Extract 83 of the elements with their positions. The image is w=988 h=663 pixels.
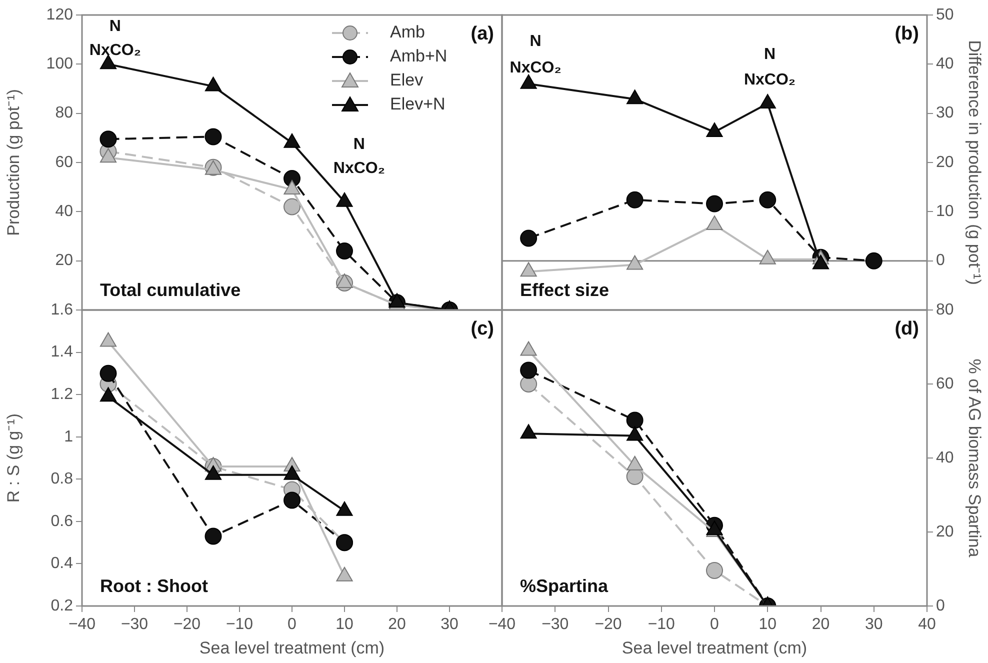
x-axis-title: Sea level treatment (cm) xyxy=(199,638,385,658)
y-tick-label: 120 xyxy=(46,6,74,24)
x-tick-label: −40 xyxy=(488,616,516,634)
x-tick-label: 10 xyxy=(336,616,354,634)
legend-label: Elev+N xyxy=(390,94,446,114)
legend-label: Amb+N xyxy=(390,46,448,66)
y-tick-label: 40 xyxy=(55,203,74,220)
y-tick-label: 80 xyxy=(55,104,74,122)
legend-label: Elev xyxy=(390,70,424,90)
point xyxy=(706,215,723,230)
y-tick-label: 0.2 xyxy=(50,597,74,614)
x-tick-label: 20 xyxy=(812,616,830,634)
y2-tick-label: 0 xyxy=(936,252,945,270)
x-tick-label: −20 xyxy=(594,616,622,634)
annotation: Effect size xyxy=(520,280,610,300)
x-tick-label: 10 xyxy=(758,616,777,634)
y-tick-label: 20 xyxy=(55,252,74,270)
text: (d) xyxy=(894,318,919,340)
point xyxy=(520,262,537,277)
annotation: %Spartina xyxy=(520,576,610,596)
point xyxy=(520,376,538,392)
point xyxy=(626,255,644,270)
annotation: NxCO₂ xyxy=(89,42,141,59)
annotation: N xyxy=(353,136,365,154)
x-tick-label: −30 xyxy=(120,616,148,634)
annotation: NxCO₂ xyxy=(333,160,385,177)
x-tick-label: −30 xyxy=(542,616,569,634)
y-tick-label: 60 xyxy=(55,154,74,171)
y-tick-label: 1.4 xyxy=(50,344,74,361)
annotation: N xyxy=(109,18,121,36)
y2-tick-label: 50 xyxy=(936,6,954,24)
x-tick-label: −40 xyxy=(68,616,96,634)
y2-tick-label: 40 xyxy=(936,56,954,73)
text: (b) xyxy=(894,24,919,45)
text: (c) xyxy=(470,318,494,340)
y2-tick-label: 80 xyxy=(936,301,954,318)
point xyxy=(759,250,776,264)
x-tick-label: −10 xyxy=(648,616,676,634)
x-axis-title: Sea level treatment (cm) xyxy=(622,638,808,658)
y2-axis-title: Difference in production (g pot⁻¹) xyxy=(965,40,984,285)
annotation: Root : Shoot xyxy=(100,576,208,596)
y-tick-label: 100 xyxy=(46,56,74,73)
annotation: NxCO₂ xyxy=(510,60,562,77)
y2-tick-label: 30 xyxy=(936,104,954,122)
y2-tick-label: 20 xyxy=(936,523,954,540)
y2-tick-label: 20 xyxy=(936,154,954,171)
y-axis-title: Production (g pot⁻¹) xyxy=(4,89,23,236)
point xyxy=(706,122,723,138)
x-tick-label: 0 xyxy=(288,616,297,634)
x-tick-label: 0 xyxy=(710,616,720,634)
y-tick-label: 0.4 xyxy=(50,555,74,572)
point xyxy=(520,424,537,439)
x-tick-label: 40 xyxy=(918,616,936,634)
point xyxy=(520,362,538,379)
y-tick-label: 1.6 xyxy=(50,301,74,318)
y-tick-label: 1 xyxy=(64,428,74,446)
y2-tick-label: 60 xyxy=(936,375,954,392)
annotation: NxCO₂ xyxy=(744,71,796,88)
x-tick-label: 20 xyxy=(388,616,406,634)
point xyxy=(520,74,537,89)
x-tick-label: −10 xyxy=(226,616,254,634)
point xyxy=(626,412,644,429)
y2-tick-label: 40 xyxy=(936,449,954,466)
y2-axis-title: % of AG biomass Spartina xyxy=(965,358,984,558)
annotation: N xyxy=(764,46,776,64)
annotation: Total cumulative xyxy=(100,280,241,300)
y-tick-label: 0.8 xyxy=(50,470,74,488)
point xyxy=(626,456,644,470)
y2-tick-label: 10 xyxy=(936,203,954,220)
x-tick-label: −20 xyxy=(173,616,201,634)
y-tick-label: 0.6 xyxy=(50,512,74,530)
x-tick-label: 30 xyxy=(440,616,458,634)
x-tick-label: 30 xyxy=(864,616,883,634)
legend-label: Amb xyxy=(390,22,425,42)
text: (a) xyxy=(470,24,494,45)
point xyxy=(812,254,830,270)
point xyxy=(626,426,644,441)
y-axis-title: R : S (g g⁻¹) xyxy=(4,413,23,503)
point xyxy=(759,94,776,108)
y-tick-label: 1.2 xyxy=(50,386,74,403)
annotation: N xyxy=(530,32,542,50)
point xyxy=(626,90,644,104)
y2-tick-label: 0 xyxy=(936,597,945,614)
